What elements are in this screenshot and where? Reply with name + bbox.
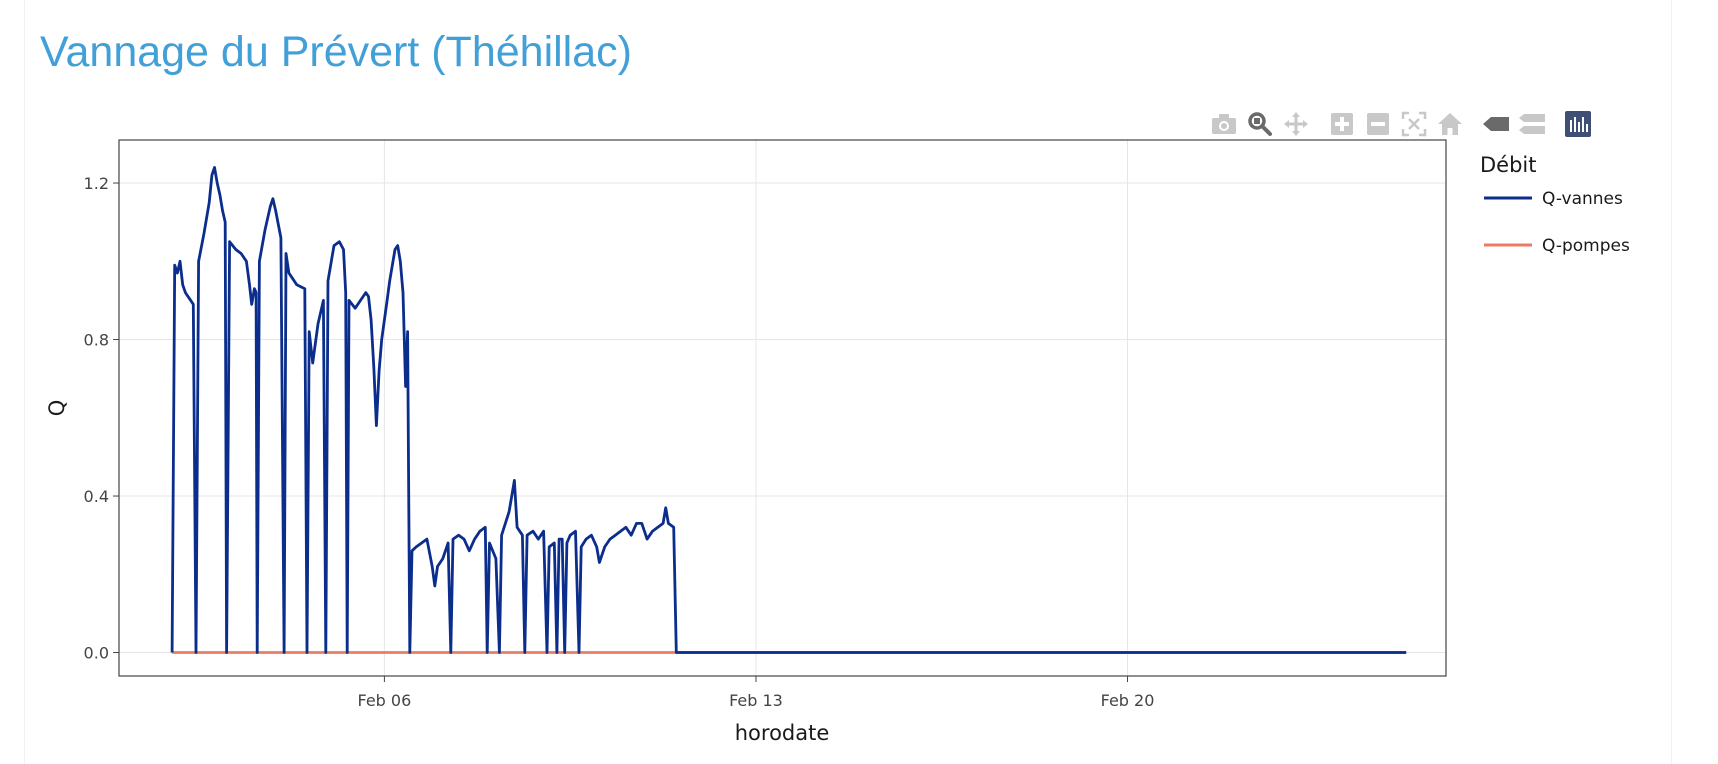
y-tick-label: 0.8 <box>84 331 109 350</box>
gridlines <box>119 140 1446 676</box>
home-icon[interactable] <box>1434 108 1466 140</box>
plotly-logo-icon[interactable] <box>1562 108 1594 140</box>
legend-item-label[interactable]: Q-vannes <box>1542 189 1623 209</box>
zoom-out-icon[interactable] <box>1362 108 1394 140</box>
zoom-in-icon[interactable] <box>1326 108 1358 140</box>
series-lines <box>170 165 1407 654</box>
x-tick-label: Feb 20 <box>1101 691 1155 710</box>
camera-icon[interactable] <box>1208 108 1240 140</box>
y-tick-label: 1.2 <box>84 174 109 193</box>
autoscale-icon[interactable] <box>1398 108 1430 140</box>
spike-lines-icon[interactable] <box>1480 108 1512 140</box>
zoom-icon[interactable] <box>1244 108 1276 140</box>
x-tick-label: Feb 06 <box>358 691 412 710</box>
series-line-q-vannes <box>170 165 1407 654</box>
axes: 0.0 0.4 0.8 1.2 Feb 06 Feb 13 Feb 20 <box>84 174 1155 710</box>
report-panel <box>24 0 1672 764</box>
pan-icon[interactable] <box>1280 108 1312 140</box>
legend-item-label[interactable]: Q-pompes <box>1542 236 1630 256</box>
legend-title: Débit <box>1480 153 1537 177</box>
plot-area-frame <box>118 139 1447 677</box>
plot-modebar <box>1208 108 1668 144</box>
y-tick-label: 0.4 <box>84 487 109 506</box>
y-axis-title: Q <box>45 400 69 417</box>
y-tick-label: 0.0 <box>84 644 109 663</box>
x-tick-label: Feb 13 <box>729 691 783 710</box>
legend: Débit Q-vannes Q-pompes <box>1480 153 1630 256</box>
x-axis-title: horodate <box>735 721 830 745</box>
compare-hover-icon[interactable] <box>1516 108 1548 140</box>
page-title: Vannage du Prévert (Théhillac) <box>40 28 632 76</box>
